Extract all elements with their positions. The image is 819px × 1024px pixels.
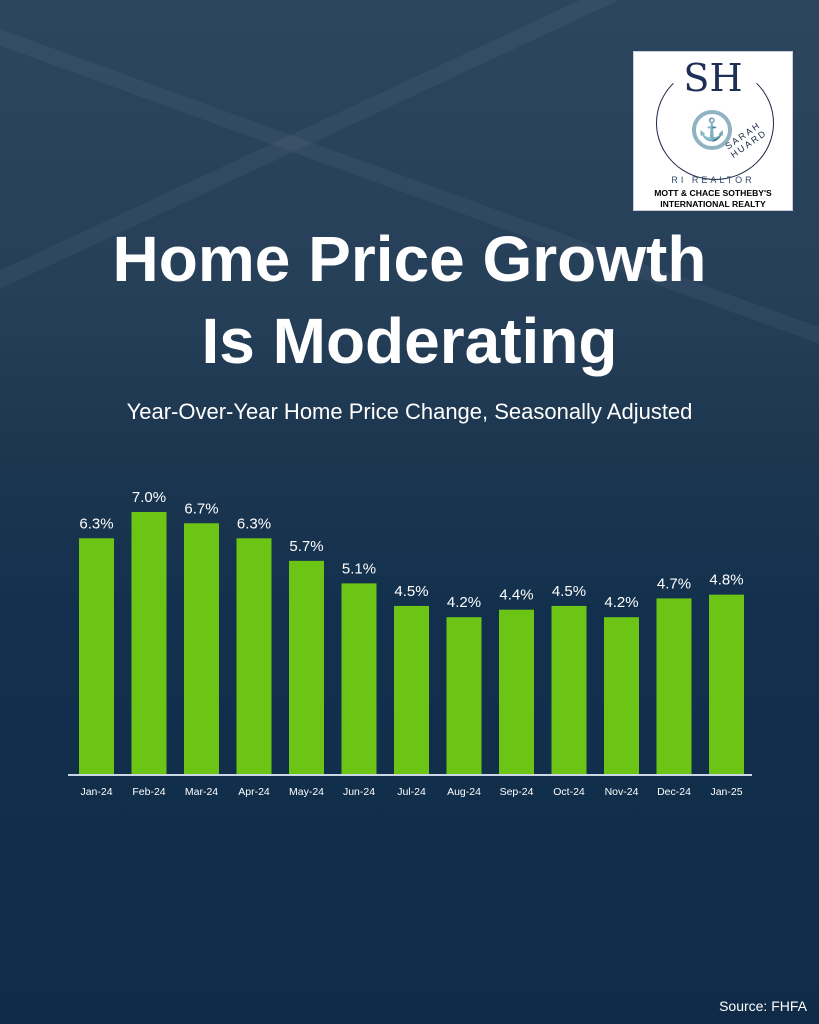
data-label: 4.2%	[604, 594, 638, 611]
logo-monogram: SH	[683, 56, 743, 100]
bar	[131, 512, 167, 775]
bar	[79, 538, 114, 775]
bar	[656, 598, 692, 775]
bar	[289, 560, 324, 775]
data-label: 4.7%	[657, 575, 691, 592]
x-tick-label: Dec-24	[657, 786, 691, 798]
x-tick-label: Sep-24	[500, 786, 534, 798]
x-tick-label: May-24	[289, 786, 324, 798]
x-tick-label: Feb-24	[132, 786, 165, 798]
data-label: 4.4%	[499, 587, 533, 604]
data-label: 6.7%	[184, 500, 218, 517]
bar	[709, 594, 744, 775]
logo-brokerage: MOTT & CHACE SOTHEBY'S INTERNATIONAL REA…	[654, 188, 772, 209]
data-label: 4.2%	[447, 594, 481, 611]
data-label: 4.5%	[552, 583, 586, 600]
source-note: Source: FHFA	[719, 998, 807, 1014]
logo-arc	[656, 66, 774, 180]
logo-role: RI REALTOR	[671, 175, 755, 185]
x-tick-label: Jun-24	[343, 786, 375, 798]
x-tick-label: Aug-24	[447, 786, 481, 798]
data-label: 5.1%	[342, 560, 376, 577]
title-line-2: Is Moderating	[201, 305, 618, 377]
x-tick-label: Apr-24	[238, 786, 270, 798]
chart-subtitle: Year-Over-Year Home Price Change, Season…	[126, 399, 693, 424]
bar	[184, 523, 219, 775]
data-label: 6.3%	[237, 515, 271, 532]
x-tick-label: Oct-24	[553, 786, 585, 798]
data-label: 7.0%	[132, 489, 166, 506]
x-tick-label: Nov-24	[605, 786, 639, 798]
data-label: 4.5%	[394, 583, 428, 600]
bar	[446, 617, 482, 775]
x-tick-label: Mar-24	[185, 786, 218, 798]
bar	[551, 605, 587, 775]
anchor-icon: ⚓	[692, 110, 732, 150]
bar	[341, 583, 377, 775]
x-tick-label: Jan-24	[80, 786, 112, 798]
page-title: Home Price Growth Is Moderating	[0, 218, 819, 382]
bar	[236, 538, 272, 775]
x-tick-label: Jul-24	[397, 786, 426, 798]
data-label: 5.7%	[289, 538, 323, 555]
bar	[499, 609, 534, 775]
title-line-1: Home Price Growth	[112, 223, 707, 295]
x-tick-label: Jan-25	[710, 786, 742, 798]
data-label: 6.3%	[79, 515, 113, 532]
data-label: 4.8%	[709, 572, 743, 589]
realtor-logo: SH ⚓ SARAH HUARD RI REALTOR MOTT & CHACE…	[633, 51, 793, 211]
bar	[604, 617, 639, 775]
bar	[394, 605, 429, 775]
